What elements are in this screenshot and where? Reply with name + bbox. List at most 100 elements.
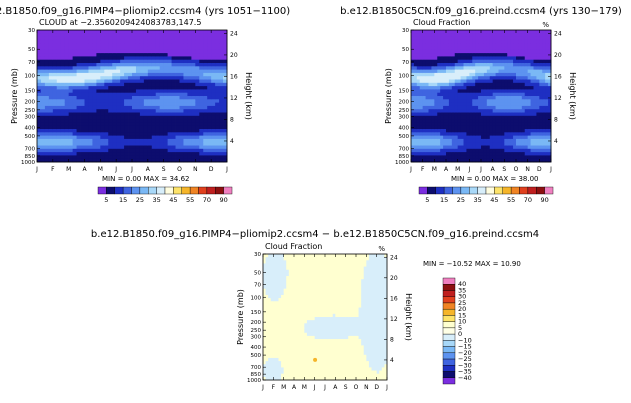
field-cell [108,82,113,87]
field-cell [469,152,473,156]
field-cell [147,102,153,107]
field-cell [112,148,117,153]
x-tick-label: D [209,166,214,173]
field-cell [533,122,537,127]
field-cell [171,82,176,87]
field-cell [143,132,149,136]
field-cell [319,332,323,337]
field-cell [451,46,456,51]
field-cell [483,102,488,107]
field-cell [52,115,58,120]
field-cell [167,99,172,103]
field-cell [116,53,121,57]
field-cell [463,66,467,70]
field-cell [159,66,165,70]
field-cell [446,145,450,150]
field-cell [513,46,517,51]
y-tick-label: 1000 [395,160,409,166]
field-cell [413,148,418,153]
field-cell [448,129,453,133]
field-cell [317,288,321,293]
field-cell [265,288,269,293]
field-cell [451,53,456,57]
field-cell [489,79,494,84]
field-cell [195,36,200,41]
field-cell [151,115,157,120]
field-cell [492,142,496,146]
field-cell [68,138,74,143]
field-cell [306,361,310,365]
max-label: MAX = [144,175,168,183]
field-cell [187,132,192,136]
field-cell [422,56,426,61]
field-cell [84,102,89,107]
field-cell [498,33,502,37]
field-cell [40,39,46,44]
field-cell [278,351,282,356]
field-cell [139,105,145,110]
field-cell [104,145,109,150]
field-cell [179,115,184,120]
field-cell [88,119,93,123]
field-cell [301,320,305,324]
field-cell [159,43,165,47]
field-cell [472,155,476,160]
field-cell [275,279,279,283]
field-cell [413,119,418,123]
field-cell [475,158,479,163]
field-cell [275,348,279,353]
field-cell [211,63,216,67]
field-cell [306,370,310,375]
field-cell [495,158,499,163]
field-cell [542,56,546,61]
field-cell [84,96,89,100]
field-cell [309,285,313,290]
field-cell [440,115,444,120]
field-cell [301,323,305,327]
field-cell [469,112,473,117]
field-cell [60,99,66,103]
field-cell [175,66,180,70]
field-cell [448,145,453,150]
field-cell [510,155,514,160]
field-cell [211,96,216,100]
field-cell [309,291,313,296]
field-cell [187,122,192,127]
field-cell [270,367,274,371]
field-cell [171,112,176,117]
field-cell [319,354,323,359]
field-cell [322,254,326,258]
field-cell [489,43,494,47]
field-cell [431,138,435,143]
field-cell [448,33,453,37]
field-cell [431,69,435,74]
field-cell [281,317,285,321]
field-cell [187,158,192,163]
field-cell [72,135,77,140]
field-cell [294,376,297,381]
field-cell [275,307,279,312]
field-cell [155,155,161,160]
field-cell [100,135,105,140]
field-cell [155,129,161,133]
field-cell [278,335,282,340]
field-cell [504,36,508,41]
field-cell [68,109,74,113]
field-cell [179,46,184,51]
field-cell [304,323,308,327]
field-cell [319,376,323,381]
field-cell [322,364,326,368]
field-cell [501,49,505,54]
field-cell [322,301,326,305]
field-cell [299,263,303,267]
field-cell [536,59,540,64]
field-cell [306,357,310,362]
y2-tick-label: 20 [554,52,562,59]
field-cell [191,63,196,67]
field-cell [299,345,303,349]
field-cell [495,89,499,94]
field-cell [132,112,137,117]
field-cell [179,72,184,77]
field-cell [219,148,224,153]
field-cell [317,285,321,290]
